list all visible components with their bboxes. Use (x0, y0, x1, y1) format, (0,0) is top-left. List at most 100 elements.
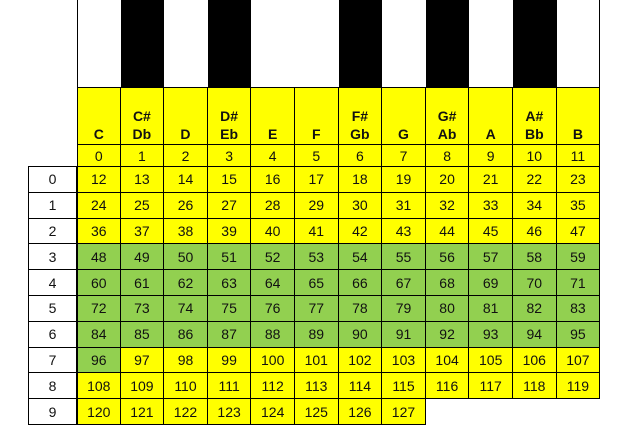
octave-column-top (28, 166, 77, 167)
midi-note-cell: 116 (425, 373, 470, 400)
piano-key-white (382, 0, 426, 88)
piano-key-black (513, 0, 557, 88)
midi-note-cell: 51 (207, 244, 252, 271)
midi-note-cell: 53 (295, 244, 339, 271)
midi-note-cell: 80 (425, 296, 470, 322)
midi-note-cell: 101 (295, 347, 339, 374)
midi-note-cell: 46 (513, 218, 557, 245)
midi-note-cell: 125 (295, 399, 339, 425)
midi-note-cell: 88 (251, 321, 295, 348)
midi-note-cell: 122 (164, 399, 208, 425)
sharp-name: A# (525, 108, 544, 124)
keyboard-outline (77, 0, 601, 88)
midi-note-cell: 36 (77, 218, 121, 245)
piano-key-white (469, 0, 513, 88)
midi-note-cell: 104 (425, 347, 470, 374)
midi-note-cell: 110 (164, 373, 208, 400)
midi-note-cell: 29 (295, 192, 339, 219)
midi-note-cell: 85 (120, 321, 165, 348)
octave-label: 6 (28, 321, 77, 348)
note-header: A (469, 88, 513, 145)
pitch-class-index: 1 (120, 145, 165, 167)
midi-note-cell: 47 (556, 218, 601, 245)
midi-note-cell: 98 (164, 347, 208, 374)
midi-note-cell: 123 (207, 399, 252, 425)
midi-note-cell: 79 (382, 296, 426, 322)
midi-note-cell: 100 (251, 347, 295, 374)
midi-note-cell: 127 (382, 399, 426, 425)
midi-note-cell: 66 (338, 270, 383, 296)
midi-note-cell: 25 (120, 192, 165, 219)
octave-label: 8 (28, 373, 77, 400)
midi-note-cell: 75 (207, 296, 252, 322)
pitch-class-index: 3 (207, 145, 252, 167)
midi-note-cell: 52 (251, 244, 295, 271)
note-header: G (382, 88, 426, 145)
midi-note-cell: 17 (295, 167, 339, 193)
midi-note-cell: 33 (469, 192, 513, 219)
note-name: Gb (350, 126, 370, 142)
midi-note-cell: 15 (207, 167, 252, 193)
midi-note-cell: 71 (556, 270, 601, 296)
note-header: D# Eb (207, 88, 252, 145)
midi-note-cell: 86 (164, 321, 208, 348)
piano-key-white (251, 0, 295, 88)
midi-note-cell: 103 (382, 347, 426, 374)
pitch-class-index: 7 (382, 145, 426, 167)
pitch-class-index: 4 (251, 145, 295, 167)
note-header: B (556, 88, 601, 145)
piano-key-white (295, 0, 339, 88)
piano-key-black (207, 0, 252, 88)
note-header: C# Db (120, 88, 165, 145)
midi-note-cell: 72 (77, 296, 121, 322)
octave-label: 9 (28, 399, 77, 425)
note-header: F# Gb (338, 88, 383, 145)
midi-note-cell: 126 (338, 399, 383, 425)
midi-note-cell: 24 (77, 192, 121, 219)
midi-note-cell: 22 (513, 167, 557, 193)
midi-note-cell: 21 (469, 167, 513, 193)
note-header: F (295, 88, 339, 145)
note-header: G# Ab (425, 88, 470, 145)
midi-note-cell: 84 (77, 321, 121, 348)
midi-note-cell: 76 (251, 296, 295, 322)
midi-note-cell: 121 (120, 399, 165, 425)
midi-note-cell: 26 (164, 192, 208, 219)
octave-label: 0 (28, 167, 77, 193)
midi-note-cell: 77 (295, 296, 339, 322)
midi-note-cell: 32 (425, 192, 470, 219)
midi-note-cell: 118 (513, 373, 557, 400)
midi-note-cell: 95 (556, 321, 601, 348)
midi-note-cell: 31 (382, 192, 426, 219)
sharp-name: F# (351, 108, 369, 124)
sharp-name: G# (437, 108, 457, 124)
midi-note-cell: 111 (207, 373, 252, 400)
midi-note-cell: 49 (120, 244, 165, 271)
midi-note-cell: 16 (251, 167, 295, 193)
midi-note-cell: 120 (77, 399, 121, 425)
midi-note-cell: 65 (295, 270, 339, 296)
midi-note-cell: 30 (338, 192, 383, 219)
midi-note-cell: 57 (469, 244, 513, 271)
midi-note-cell: 39 (207, 218, 252, 245)
piano-key-black (120, 0, 165, 88)
pitch-class-index: 11 (556, 145, 601, 167)
note-header: C (77, 88, 121, 145)
midi-note-cell: 40 (251, 218, 295, 245)
midi-note-cell: 41 (295, 218, 339, 245)
midi-note-cell: 119 (556, 373, 601, 400)
midi-note-cell: 117 (469, 373, 513, 400)
pitch-class-index: 2 (164, 145, 208, 167)
midi-note-cell: 58 (513, 244, 557, 271)
midi-note-cell: 67 (382, 270, 426, 296)
midi-note-cell: 108 (77, 373, 121, 400)
piano-key-white (556, 0, 601, 88)
piano-key-black (338, 0, 383, 88)
note-name: Db (132, 126, 152, 142)
pitch-class-index: 8 (425, 145, 470, 167)
octave-label: 7 (28, 347, 77, 374)
midi-note-cell: 81 (469, 296, 513, 322)
midi-note-cell: 78 (338, 296, 383, 322)
midi-note-cell: 13 (120, 167, 165, 193)
